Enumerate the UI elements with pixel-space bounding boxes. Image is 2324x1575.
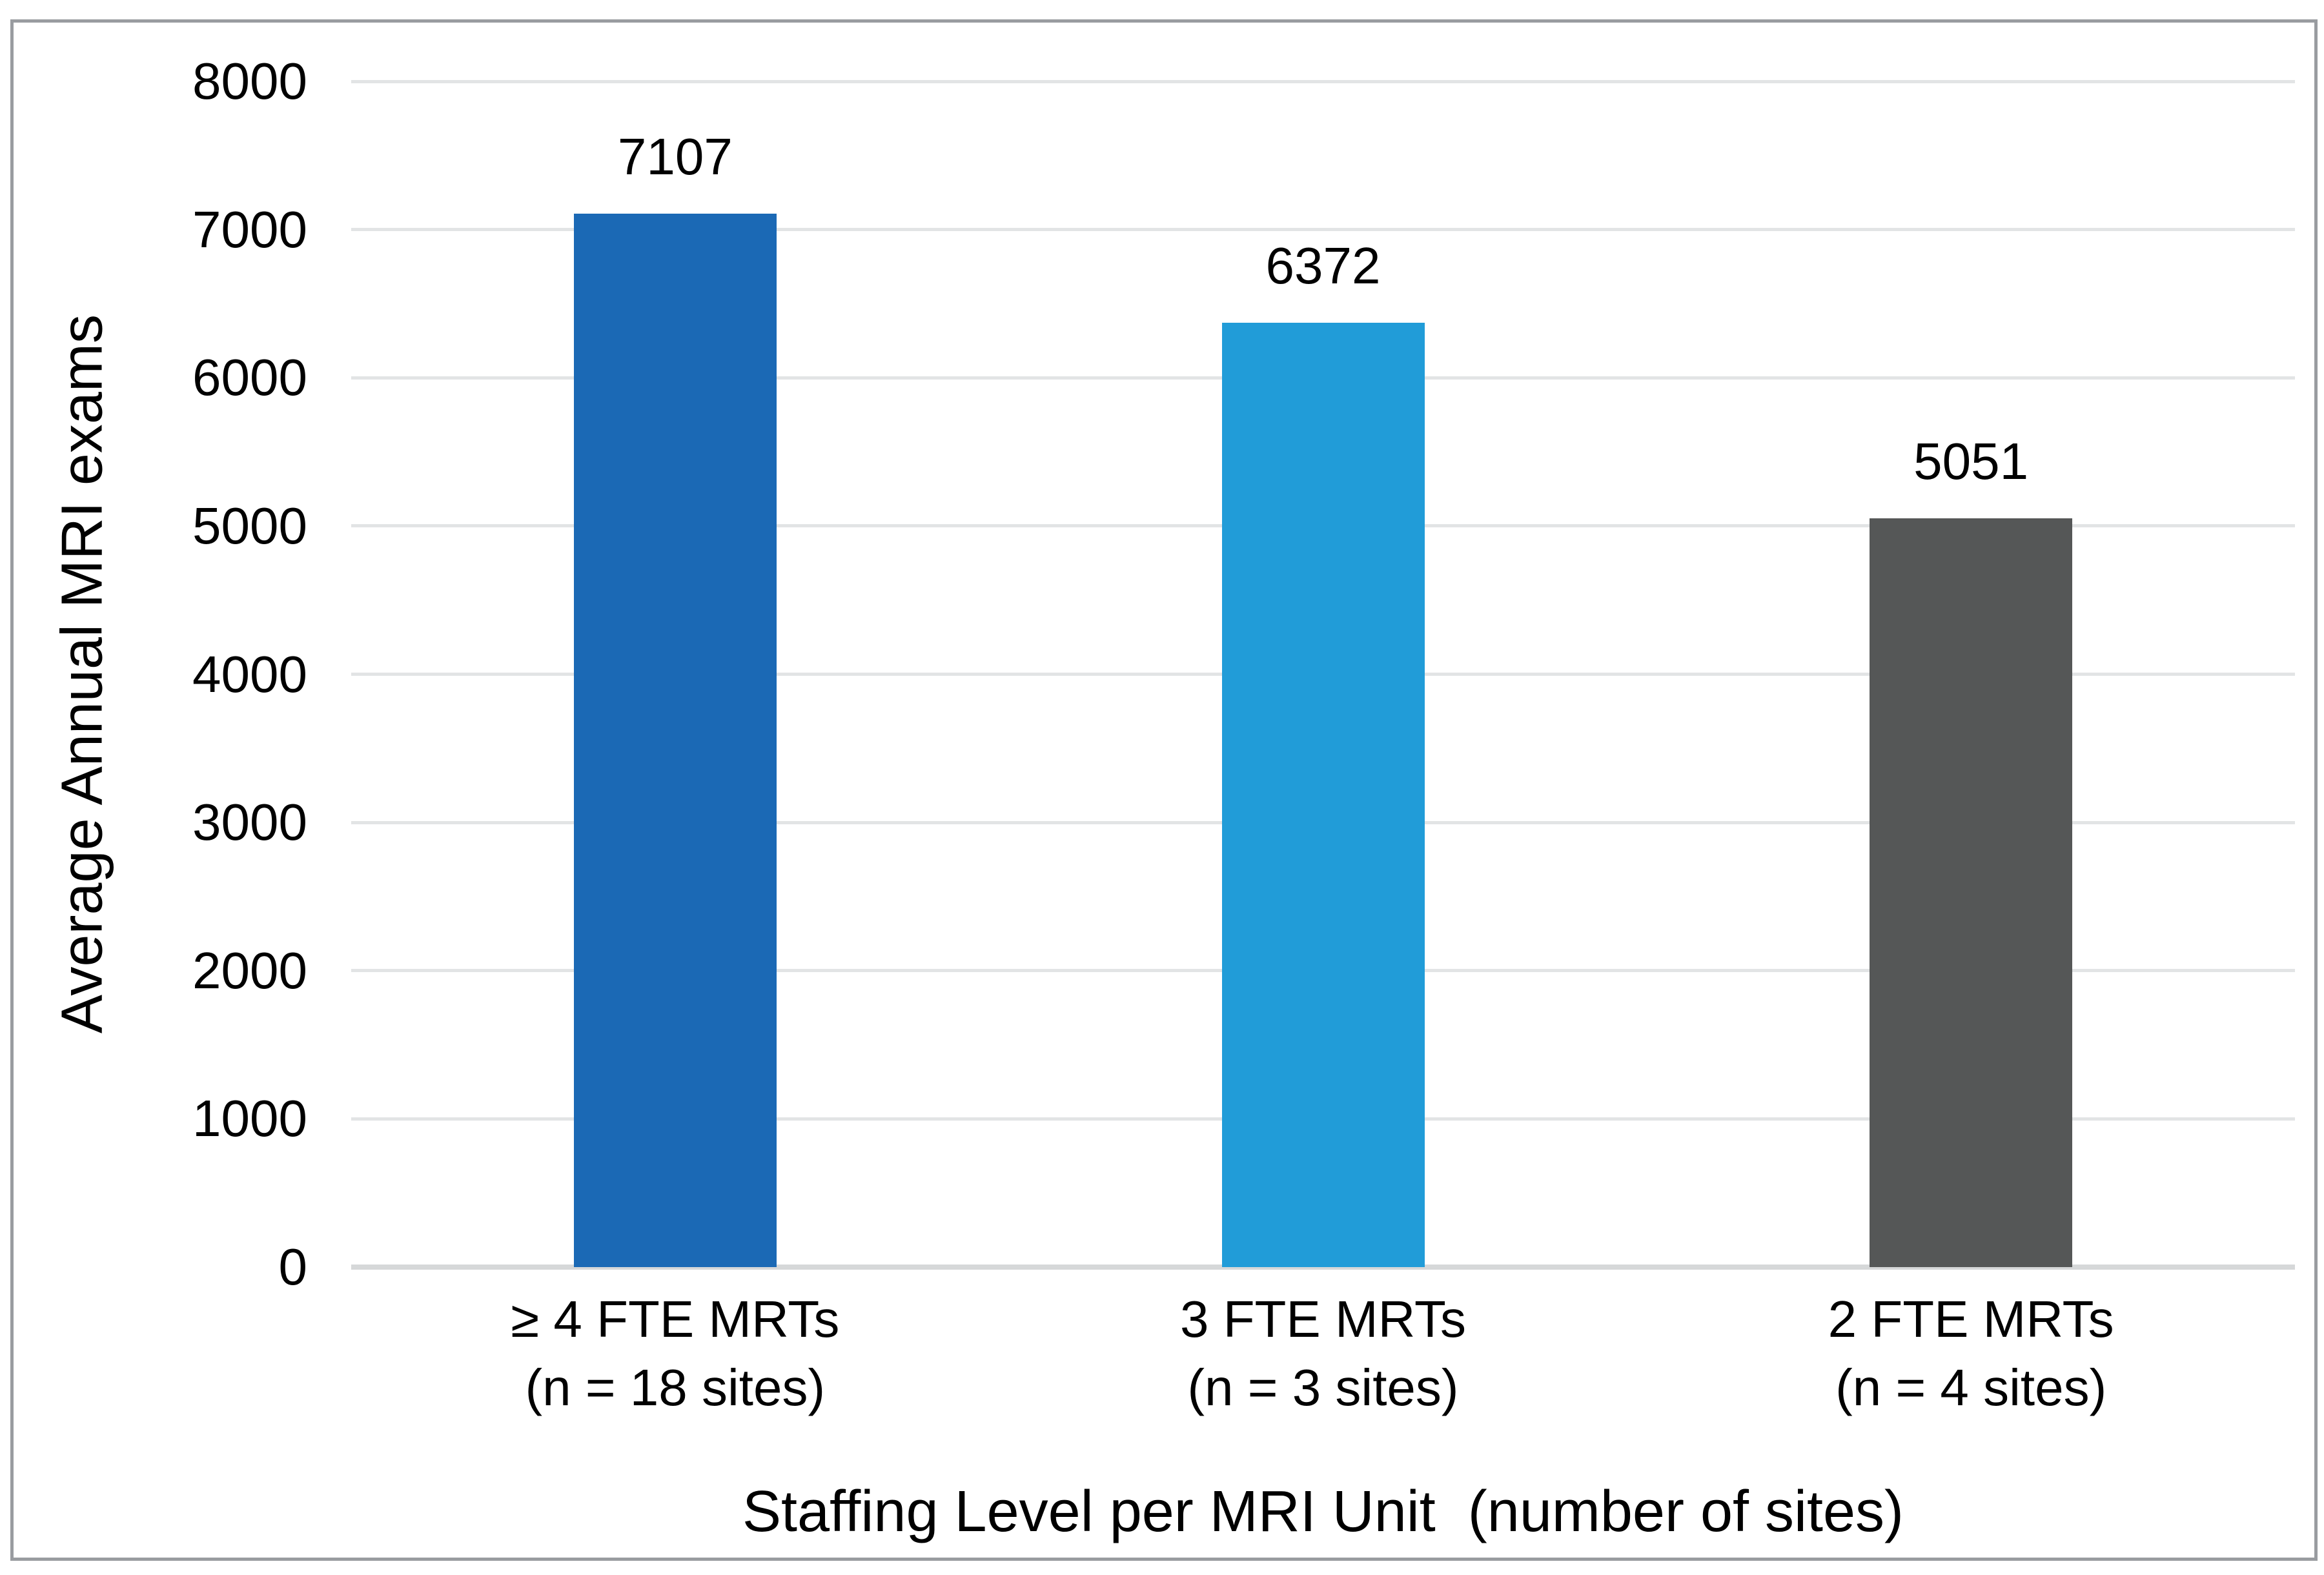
x-axis-title: Staffing Level per MRI Unit (number of s… [742, 1479, 1904, 1544]
y-tick-label: 2000 [192, 941, 307, 999]
x-axis-line [351, 1265, 2295, 1270]
category-label-line2: (n = 4 sites) [1835, 1359, 2107, 1416]
y-tick-label: 4000 [192, 645, 307, 703]
category-label: 2 FTE MRTs (n = 4 sites) [1647, 1285, 2295, 1422]
y-tick-label: 5000 [192, 496, 307, 554]
gridline [351, 228, 2295, 232]
plot-area: 7107 6372 5051 [351, 79, 2295, 1270]
bar [573, 214, 777, 1267]
category-label-line1: 3 FTE MRTs [1179, 1290, 1466, 1348]
category-label: ≥ 4 FTE MRTs (n = 18 sites) [351, 1285, 999, 1422]
gridline [351, 79, 2295, 83]
y-axis-tick-labels: 0 1000 2000 3000 4000 5000 6000 7000 8000 [0, 54, 314, 1294]
y-tick-label: 8000 [192, 52, 307, 110]
category-label: 3 FTE MRTs (n = 3 sites) [999, 1285, 1647, 1422]
y-tick-label: 7000 [192, 200, 307, 258]
y-tick-label: 0 [278, 1238, 308, 1296]
bar-value-label: 7107 [617, 128, 733, 186]
category-label-line2: (n = 3 sites) [1187, 1359, 1459, 1416]
bar-value-label: 6372 [1265, 236, 1381, 294]
bar [1870, 518, 2073, 1267]
bar [1221, 322, 1425, 1267]
category-label-line2: (n = 18 sites) [525, 1359, 826, 1416]
y-tick-label: 3000 [192, 793, 307, 851]
y-tick-label: 1000 [192, 1090, 307, 1148]
y-axis-title: Average Annual MRI exams [50, 314, 115, 1033]
x-axis-category-labels: ≥ 4 FTE MRTs (n = 18 sites) 3 FTE MRTs (n =… [351, 1267, 2295, 1461]
category-label-line1: 2 FTE MRTs [1828, 1290, 2114, 1348]
category-label-line1: ≥ 4 FTE MRTs [511, 1290, 840, 1348]
y-tick-label: 6000 [192, 349, 307, 407]
bar-value-label: 5051 [1913, 432, 2029, 491]
